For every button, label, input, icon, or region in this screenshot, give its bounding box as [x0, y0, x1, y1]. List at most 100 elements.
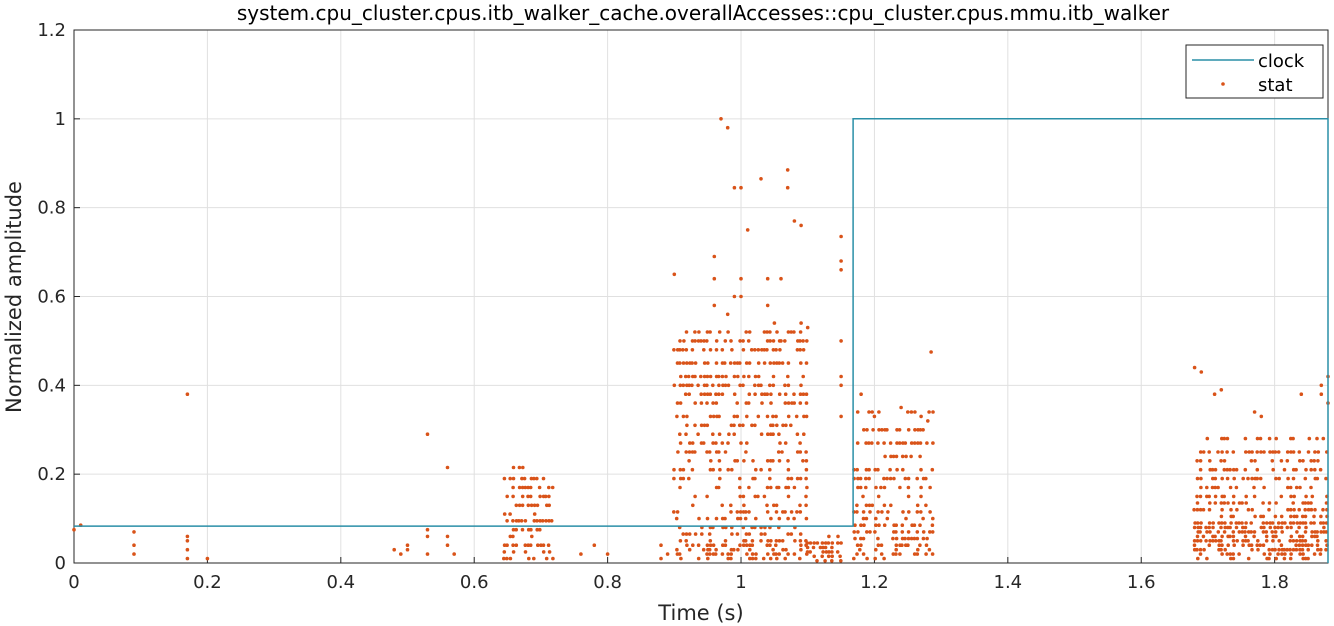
stat-point — [1196, 556, 1200, 561]
stat-point — [1262, 552, 1267, 556]
stat-point — [1274, 534, 1278, 539]
stat-point — [901, 467, 905, 472]
stat-point — [514, 527, 518, 532]
stat-point — [876, 494, 881, 499]
stat-point — [759, 532, 764, 536]
stat-point — [678, 401, 683, 405]
stat-point — [1304, 543, 1308, 547]
stat-point — [919, 494, 923, 499]
stat-point — [702, 374, 707, 379]
stat-point — [720, 392, 725, 397]
stat-point — [925, 441, 929, 445]
stat-point — [1304, 525, 1308, 530]
stat-point — [747, 510, 751, 514]
stat-point — [855, 467, 859, 472]
stat-point — [425, 552, 430, 556]
stat-point — [879, 552, 884, 556]
stat-point — [786, 485, 791, 490]
stat-point — [693, 532, 698, 536]
stat-point — [1313, 507, 1317, 512]
stat-point — [730, 532, 734, 536]
stat-point — [1220, 521, 1224, 525]
stat-point — [768, 383, 772, 388]
stat-point — [528, 494, 533, 499]
stat-point — [861, 494, 865, 499]
stat-point — [530, 534, 534, 539]
stat-point — [1264, 539, 1269, 543]
stat-point — [405, 547, 410, 552]
stat-point — [771, 459, 775, 463]
stat-point — [894, 536, 899, 541]
stat-point — [706, 361, 710, 365]
stat-point — [906, 543, 910, 547]
stat-point — [526, 543, 530, 547]
stat-point — [711, 441, 715, 445]
stat-point — [760, 401, 764, 405]
stat-point — [738, 543, 742, 547]
stat-point — [1241, 539, 1245, 543]
stat-point — [1309, 485, 1313, 490]
stat-point — [1211, 525, 1215, 530]
stat-point — [839, 234, 843, 239]
stat-point — [798, 339, 802, 343]
stat-point — [1253, 514, 1257, 519]
stat-point — [684, 532, 689, 536]
stat-point — [1258, 476, 1263, 481]
stat-point — [774, 510, 779, 514]
stat-point — [1262, 485, 1266, 490]
stat-point — [805, 541, 810, 545]
stat-point — [723, 516, 727, 521]
stat-point — [1298, 459, 1302, 463]
stat-point — [693, 339, 697, 343]
stat-point — [732, 294, 737, 299]
stat-point — [903, 536, 907, 541]
x-tick-label: 0.2 — [193, 572, 222, 593]
stat-point — [1321, 521, 1326, 525]
stat-point — [1219, 501, 1224, 505]
stat-point — [795, 476, 800, 481]
stat-point — [730, 467, 734, 472]
stat-point — [763, 532, 767, 536]
stat-point — [1252, 494, 1257, 499]
stat-point — [1295, 514, 1299, 519]
stat-point — [520, 494, 525, 499]
stat-point — [541, 550, 546, 554]
stat-point — [684, 450, 688, 454]
stat-point — [795, 348, 800, 352]
stat-point — [1282, 467, 1287, 472]
stat-point — [705, 330, 710, 334]
stat-point — [714, 348, 719, 352]
stat-point — [708, 414, 713, 419]
stat-point — [675, 510, 680, 514]
stat-point — [1291, 436, 1295, 441]
stat-point — [1252, 534, 1256, 539]
stat-point — [1247, 450, 1251, 454]
stat-point — [789, 476, 794, 481]
stat-point — [1208, 530, 1212, 534]
stat-point — [786, 532, 790, 536]
stat-point — [452, 552, 457, 556]
stat-point — [750, 539, 755, 543]
stat-point — [1280, 521, 1285, 525]
stat-point — [873, 467, 877, 472]
stat-point — [1228, 534, 1232, 539]
stat-point — [1249, 459, 1254, 463]
stat-point — [1234, 467, 1239, 472]
stat-point — [1267, 436, 1272, 441]
stat-point — [1289, 514, 1293, 519]
stat-point — [1303, 476, 1308, 481]
stat-point — [771, 432, 775, 437]
stat-point — [205, 556, 210, 561]
stat-point — [1195, 459, 1199, 463]
stat-point — [690, 348, 695, 352]
stat-point — [798, 392, 803, 397]
stat-point — [1220, 450, 1224, 454]
stat-point — [1258, 543, 1262, 547]
stat-point — [804, 450, 808, 454]
stat-point — [1298, 547, 1302, 552]
stat-point — [747, 485, 751, 490]
stat-point — [762, 494, 767, 499]
stat-point — [1211, 539, 1215, 543]
stat-point — [659, 543, 663, 547]
stat-point — [913, 428, 917, 432]
